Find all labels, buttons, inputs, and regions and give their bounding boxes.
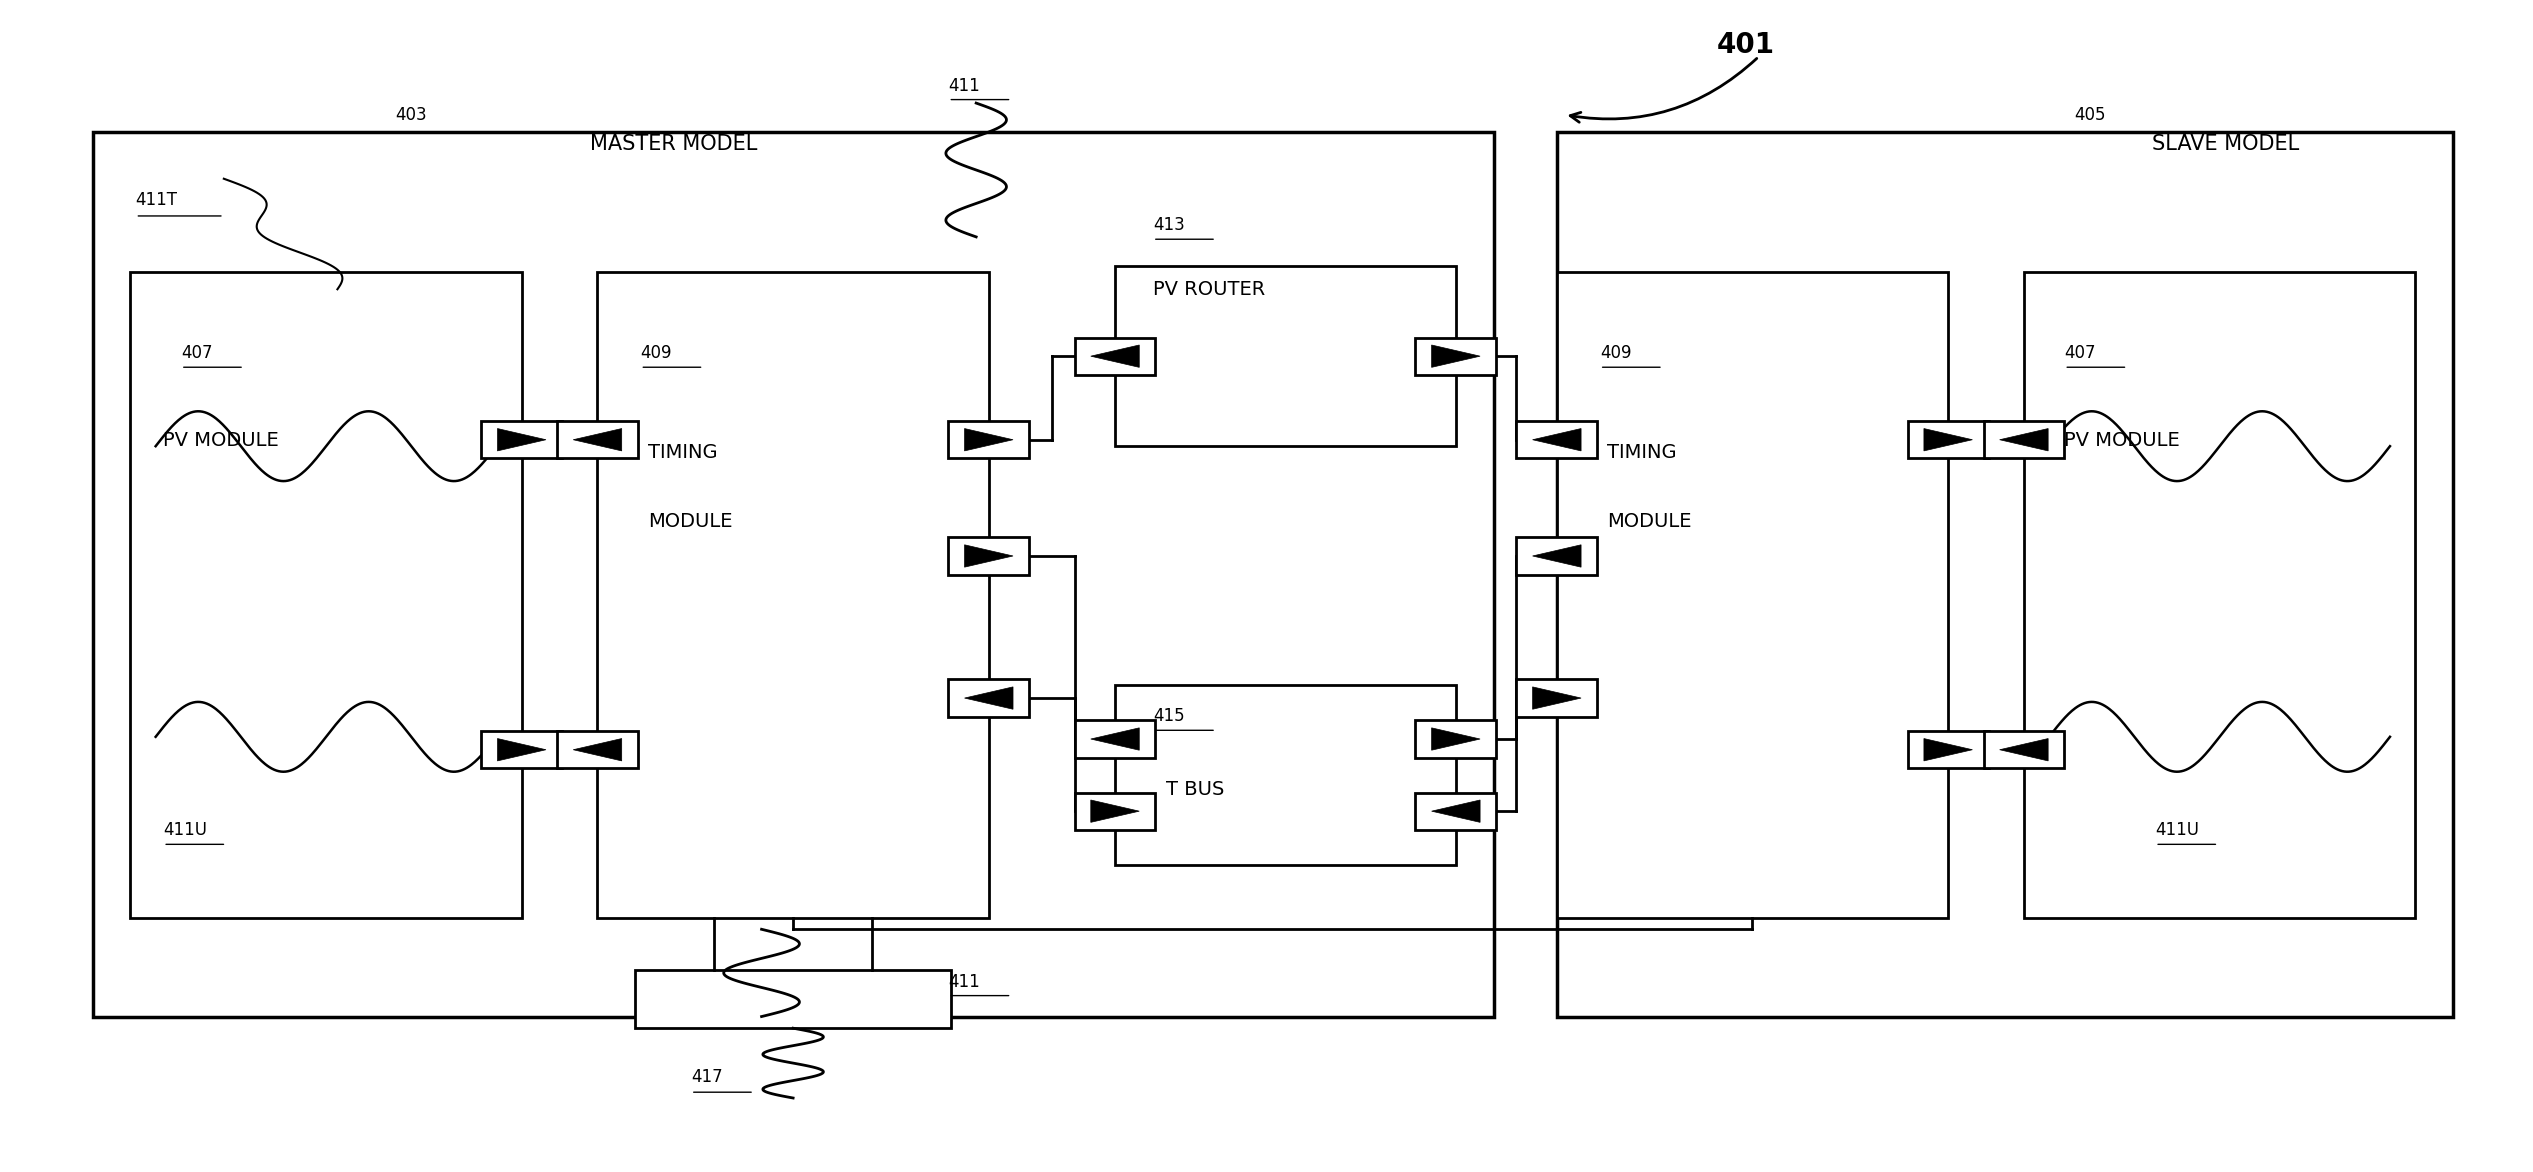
Bar — [94, 132, 1494, 1016]
Text: 407: 407 — [180, 345, 213, 362]
Polygon shape — [1999, 429, 2049, 451]
Bar — [947, 680, 1028, 717]
Bar — [1983, 731, 2064, 769]
Bar — [1558, 272, 1948, 918]
Text: 411T: 411T — [134, 191, 177, 209]
Bar — [947, 421, 1028, 458]
Text: PV MODULE: PV MODULE — [2064, 431, 2181, 450]
Text: MODULE: MODULE — [648, 512, 732, 531]
Bar — [1416, 338, 1497, 375]
Polygon shape — [572, 429, 621, 451]
Bar — [1416, 792, 1497, 830]
Bar — [1517, 680, 1598, 717]
Text: 411: 411 — [947, 76, 980, 95]
Bar — [1115, 266, 1456, 447]
Text: TIMING: TIMING — [1608, 443, 1677, 462]
Polygon shape — [1431, 800, 1479, 823]
Text: T BUS: T BUS — [1165, 781, 1223, 799]
Bar — [1907, 731, 1988, 769]
Bar — [129, 272, 522, 918]
Bar — [1074, 721, 1155, 757]
Bar — [1558, 132, 2452, 1016]
Polygon shape — [496, 738, 547, 761]
Bar — [1416, 721, 1497, 757]
Bar — [557, 731, 638, 769]
Text: PV ROUTER: PV ROUTER — [1153, 280, 1264, 299]
Text: 405: 405 — [2075, 105, 2105, 124]
Polygon shape — [1092, 800, 1140, 823]
Polygon shape — [1999, 738, 2049, 761]
Bar — [2024, 272, 2416, 918]
Polygon shape — [1431, 345, 1479, 367]
Polygon shape — [965, 687, 1013, 709]
Polygon shape — [572, 738, 621, 761]
Polygon shape — [1092, 728, 1140, 750]
Bar — [481, 421, 562, 458]
Bar — [1907, 421, 1988, 458]
Polygon shape — [1532, 429, 1581, 451]
Polygon shape — [1092, 345, 1140, 367]
Text: MODULE: MODULE — [1608, 512, 1692, 531]
Bar — [1115, 684, 1456, 865]
Polygon shape — [1925, 738, 1973, 761]
Text: 411U: 411U — [162, 822, 208, 839]
Text: 411U: 411U — [2156, 822, 2199, 839]
Text: 411: 411 — [947, 973, 980, 990]
Text: 413: 413 — [1153, 217, 1185, 234]
Text: 409: 409 — [1601, 345, 1631, 362]
Bar — [557, 421, 638, 458]
Bar — [636, 970, 950, 1028]
Text: 415: 415 — [1153, 708, 1185, 725]
Text: 407: 407 — [2064, 345, 2095, 362]
Text: 417: 417 — [692, 1068, 722, 1086]
Polygon shape — [1532, 687, 1581, 709]
Bar — [1517, 537, 1598, 574]
Polygon shape — [965, 545, 1013, 567]
Bar — [1074, 792, 1155, 830]
Text: TIMING: TIMING — [648, 443, 717, 462]
Polygon shape — [1532, 545, 1581, 567]
Polygon shape — [496, 429, 547, 451]
Bar — [598, 272, 988, 918]
Bar — [1074, 338, 1155, 375]
Text: 401: 401 — [1717, 30, 1776, 59]
Polygon shape — [1431, 728, 1479, 750]
Polygon shape — [965, 429, 1013, 451]
Text: SLAVE MODEL: SLAVE MODEL — [2153, 134, 2300, 154]
Text: MASTER MODEL: MASTER MODEL — [590, 134, 757, 154]
FancyArrowPatch shape — [1570, 59, 1758, 122]
Bar — [1517, 421, 1598, 458]
Polygon shape — [1925, 429, 1973, 451]
Text: 403: 403 — [395, 105, 428, 124]
Bar — [481, 731, 562, 769]
Text: PV MODULE: PV MODULE — [162, 431, 279, 450]
Bar — [1983, 421, 2064, 458]
Bar — [947, 537, 1028, 574]
Text: 409: 409 — [641, 345, 671, 362]
